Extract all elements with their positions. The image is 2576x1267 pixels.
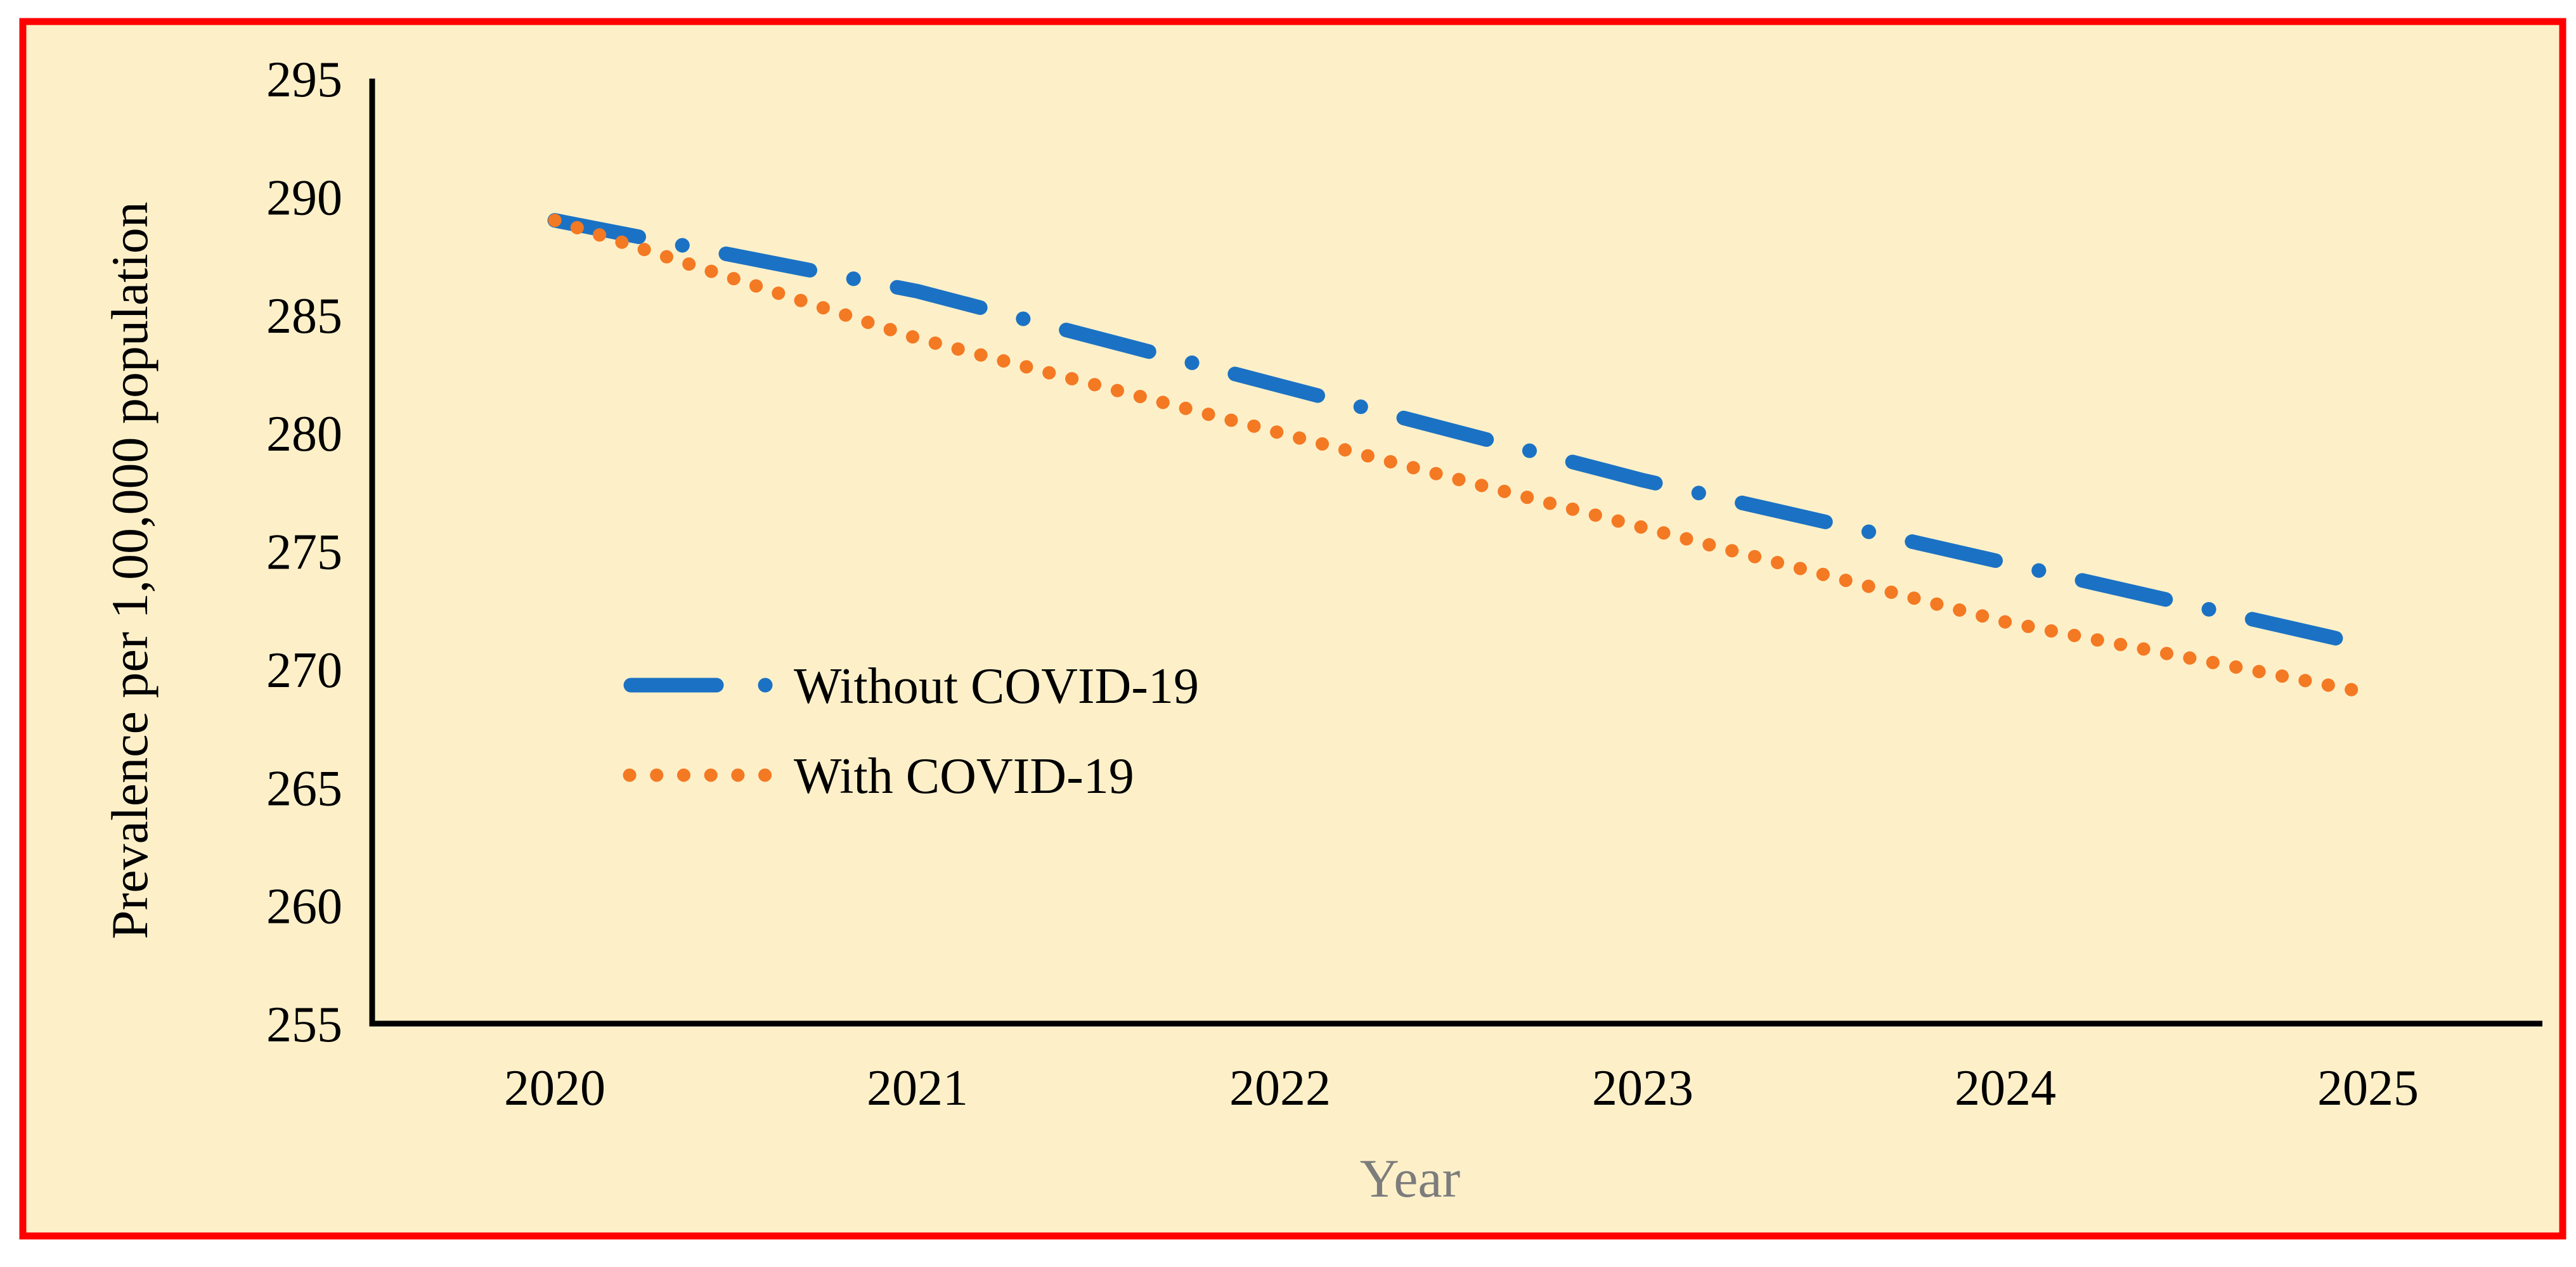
legend-label-without-covid: Without COVID-19 <box>794 659 1199 714</box>
x-tick-label: 2025 <box>2317 1060 2419 1116</box>
legend: Without COVID-19 With COVID-19 <box>623 659 1199 804</box>
axis-lines <box>369 79 2542 1027</box>
y-tick-label: 295 <box>266 52 342 108</box>
y-tick-label: 280 <box>266 406 342 462</box>
y-tick-label: 270 <box>266 643 342 698</box>
y-tick-label: 285 <box>266 288 342 344</box>
x-tick-label: 2024 <box>1955 1060 2056 1116</box>
chart-frame <box>19 18 2566 1240</box>
legend-label-with-covid: With COVID-19 <box>794 749 1134 804</box>
series-line-with-covid <box>548 214 2375 700</box>
legend-item-without-covid: Without COVID-19 <box>623 659 1199 714</box>
y-tick-label: 290 <box>266 170 342 226</box>
x-axis-tick-labels: 2020 2021 2022 2023 2024 2025 <box>504 1060 2419 1116</box>
y-tick-label: 255 <box>266 997 342 1053</box>
x-tick-label: 2023 <box>1592 1060 1693 1116</box>
y-axis-tick-labels: 255 260 265 270 275 280 285 290 295 <box>266 52 342 1053</box>
legend-marker-dot-without-covid <box>758 678 773 693</box>
x-tick-label: 2022 <box>1229 1060 1331 1116</box>
series-line-without-covid <box>547 213 2376 653</box>
y-tick-label: 260 <box>266 879 342 935</box>
y-axis-title: Prevalence per 1,00,000 population <box>101 202 159 939</box>
x-tick-label: 2020 <box>504 1060 605 1116</box>
x-tick-label: 2021 <box>867 1060 968 1116</box>
legend-item-with-covid: With COVID-19 <box>623 749 1134 804</box>
y-tick-label: 265 <box>266 761 342 816</box>
x-axis-title: Year <box>1360 1148 1460 1209</box>
y-tick-label: 275 <box>266 525 342 581</box>
